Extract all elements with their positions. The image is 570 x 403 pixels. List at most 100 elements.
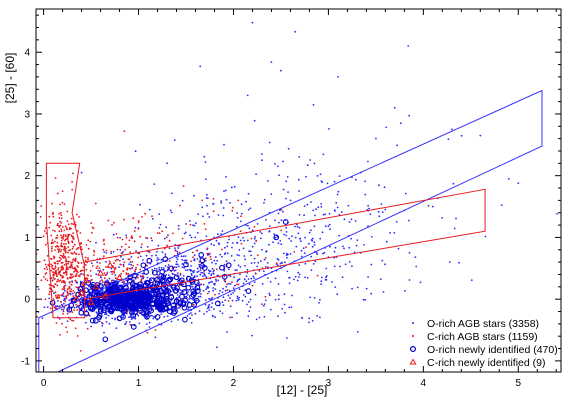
series-0-point-1338 xyxy=(277,212,280,215)
series-0-point-828 xyxy=(134,317,137,320)
series-0-point-1589 xyxy=(333,250,336,253)
series-0-point-762 xyxy=(187,308,189,311)
series-0-point-810 xyxy=(203,313,205,315)
series-0-point-1264 xyxy=(298,226,301,229)
series-0-point-867 xyxy=(233,276,235,279)
series-1-point-345 xyxy=(52,271,54,273)
series-0-point-1583 xyxy=(324,213,327,216)
series-1-point-520 xyxy=(64,296,67,299)
series-0-point-1571 xyxy=(312,104,315,106)
series-0-point-1392 xyxy=(268,230,271,232)
series-1-point-171 xyxy=(66,238,69,241)
series-0-point-1091 xyxy=(23,246,25,248)
series-0-point-896 xyxy=(196,282,199,284)
series-1-point-706 xyxy=(203,223,206,225)
series-0-point-1562 xyxy=(419,281,422,284)
series-0-point-531 xyxy=(58,317,61,320)
series-0-point-1464 xyxy=(311,320,314,322)
series-0-point-1551 xyxy=(404,192,407,195)
series-0-point-497 xyxy=(160,313,163,315)
series-0-point-1526 xyxy=(320,280,323,283)
series-0-point-1361 xyxy=(298,214,301,216)
series-0-point-1069 xyxy=(224,299,227,302)
series-1-point-366 xyxy=(67,223,70,226)
series-0-point-1314 xyxy=(236,241,238,244)
series-0-point-1581 xyxy=(397,247,400,250)
series-1-point-534 xyxy=(74,269,77,272)
series-0-point-1617 xyxy=(322,153,325,156)
series-0-point-36 xyxy=(73,306,76,309)
series-1-point-575 xyxy=(105,266,107,268)
series-1-point-414 xyxy=(60,266,63,268)
series-0-point-1060 xyxy=(288,282,291,285)
series-0-point-473 xyxy=(68,299,71,302)
series-2-point-329 xyxy=(94,298,101,305)
series-0-point-1501 xyxy=(287,253,289,256)
series-1-point-177 xyxy=(72,232,75,235)
series-0-point-570 xyxy=(130,318,133,320)
series-0-point-1008 xyxy=(256,265,259,268)
series-1-point-605 xyxy=(93,249,95,252)
series-0-point-1442 xyxy=(239,220,242,223)
series-0-point-1609 xyxy=(298,190,300,192)
series-0-point-1606 xyxy=(447,138,450,141)
series-2-point-295 xyxy=(101,305,108,311)
series-1-point-301 xyxy=(54,177,57,179)
series-1-point-337 xyxy=(79,273,82,276)
series-1-point-201 xyxy=(64,300,67,303)
series-1-point-126 xyxy=(78,253,80,256)
series-1-point-585 xyxy=(110,280,113,282)
series-1-point-744 xyxy=(163,247,166,250)
series-2-point-394 xyxy=(154,314,161,320)
series-1-point-462 xyxy=(154,329,157,331)
series-1-point-214 xyxy=(38,260,41,263)
series-0-point-833 xyxy=(214,316,217,319)
series-0-point-1262 xyxy=(335,201,338,204)
series-0-point-134 xyxy=(37,288,40,291)
series-1-point-437 xyxy=(146,265,149,267)
series-0-point-1566 xyxy=(381,259,384,262)
series-2-point-365 xyxy=(143,291,150,298)
series-0-point-1669 xyxy=(80,171,83,174)
series-0-point-1456 xyxy=(228,268,230,271)
series-2-point-280 xyxy=(170,302,177,309)
series-0-point-770 xyxy=(269,280,272,283)
series-1-point-721 xyxy=(182,185,185,188)
series-1-point-102 xyxy=(64,235,67,238)
series-2-point-347 xyxy=(131,296,138,303)
series-0-point-766 xyxy=(217,279,220,282)
series-0-point-1427 xyxy=(177,228,180,230)
series-0-point-372 xyxy=(125,321,128,323)
series-0-point-921 xyxy=(182,275,185,277)
series-2-point-353 xyxy=(79,281,86,288)
series-0-point-619 xyxy=(88,285,90,288)
series-0-point-985 xyxy=(170,297,173,299)
series-0-point-1225 xyxy=(312,209,315,212)
series-0-point-1203 xyxy=(189,269,192,272)
series-1-point-755 xyxy=(280,208,282,211)
series-0-point-1494 xyxy=(298,264,301,266)
series-0-point-1353 xyxy=(396,144,398,147)
series-1-point-247 xyxy=(61,275,64,277)
series-0-point-1236 xyxy=(294,236,297,239)
series-0-point-1246 xyxy=(139,203,141,206)
series-1-point-483 xyxy=(179,272,182,275)
series-0-point-1036 xyxy=(99,276,102,278)
series-2-point-437 xyxy=(219,264,225,271)
series-1-point-27 xyxy=(54,291,57,294)
series-0-point-1560 xyxy=(289,199,292,202)
series-0-point-1104 xyxy=(213,283,215,285)
series-2-point-429 xyxy=(165,288,172,294)
series-0-point-511 xyxy=(175,301,178,304)
series-2-point-380 xyxy=(214,300,221,307)
series-0-point-1136 xyxy=(262,305,265,307)
series-2-point-358 xyxy=(125,293,131,300)
series-1-point-403 xyxy=(60,249,63,251)
series-1-point-105 xyxy=(40,279,43,282)
series-1-point-503 xyxy=(68,249,70,252)
series-2-point-113 xyxy=(108,308,115,315)
series-0-point-1600 xyxy=(311,245,314,248)
series-0-point-1228 xyxy=(268,294,271,297)
series-3-point-2 xyxy=(97,269,104,276)
series-1-point-18 xyxy=(62,238,65,240)
